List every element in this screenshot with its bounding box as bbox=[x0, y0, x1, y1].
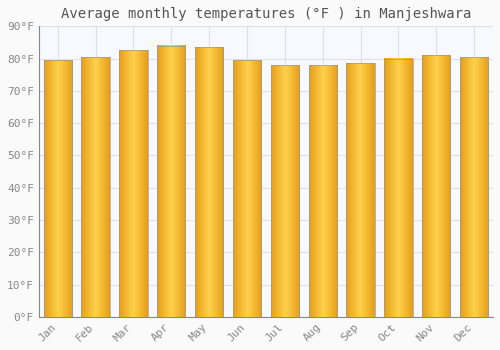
Bar bbox=[308, 65, 337, 317]
Bar bbox=[384, 58, 412, 317]
Bar bbox=[157, 46, 186, 317]
Bar bbox=[119, 50, 148, 317]
Bar bbox=[82, 57, 110, 317]
Bar bbox=[44, 60, 72, 317]
Bar bbox=[460, 57, 488, 317]
Bar bbox=[270, 65, 299, 317]
Bar bbox=[195, 47, 224, 317]
Title: Average monthly temperatures (°F ) in Manjeshwara: Average monthly temperatures (°F ) in Ma… bbox=[60, 7, 471, 21]
Bar bbox=[346, 63, 375, 317]
Bar bbox=[233, 60, 261, 317]
Bar bbox=[422, 55, 450, 317]
